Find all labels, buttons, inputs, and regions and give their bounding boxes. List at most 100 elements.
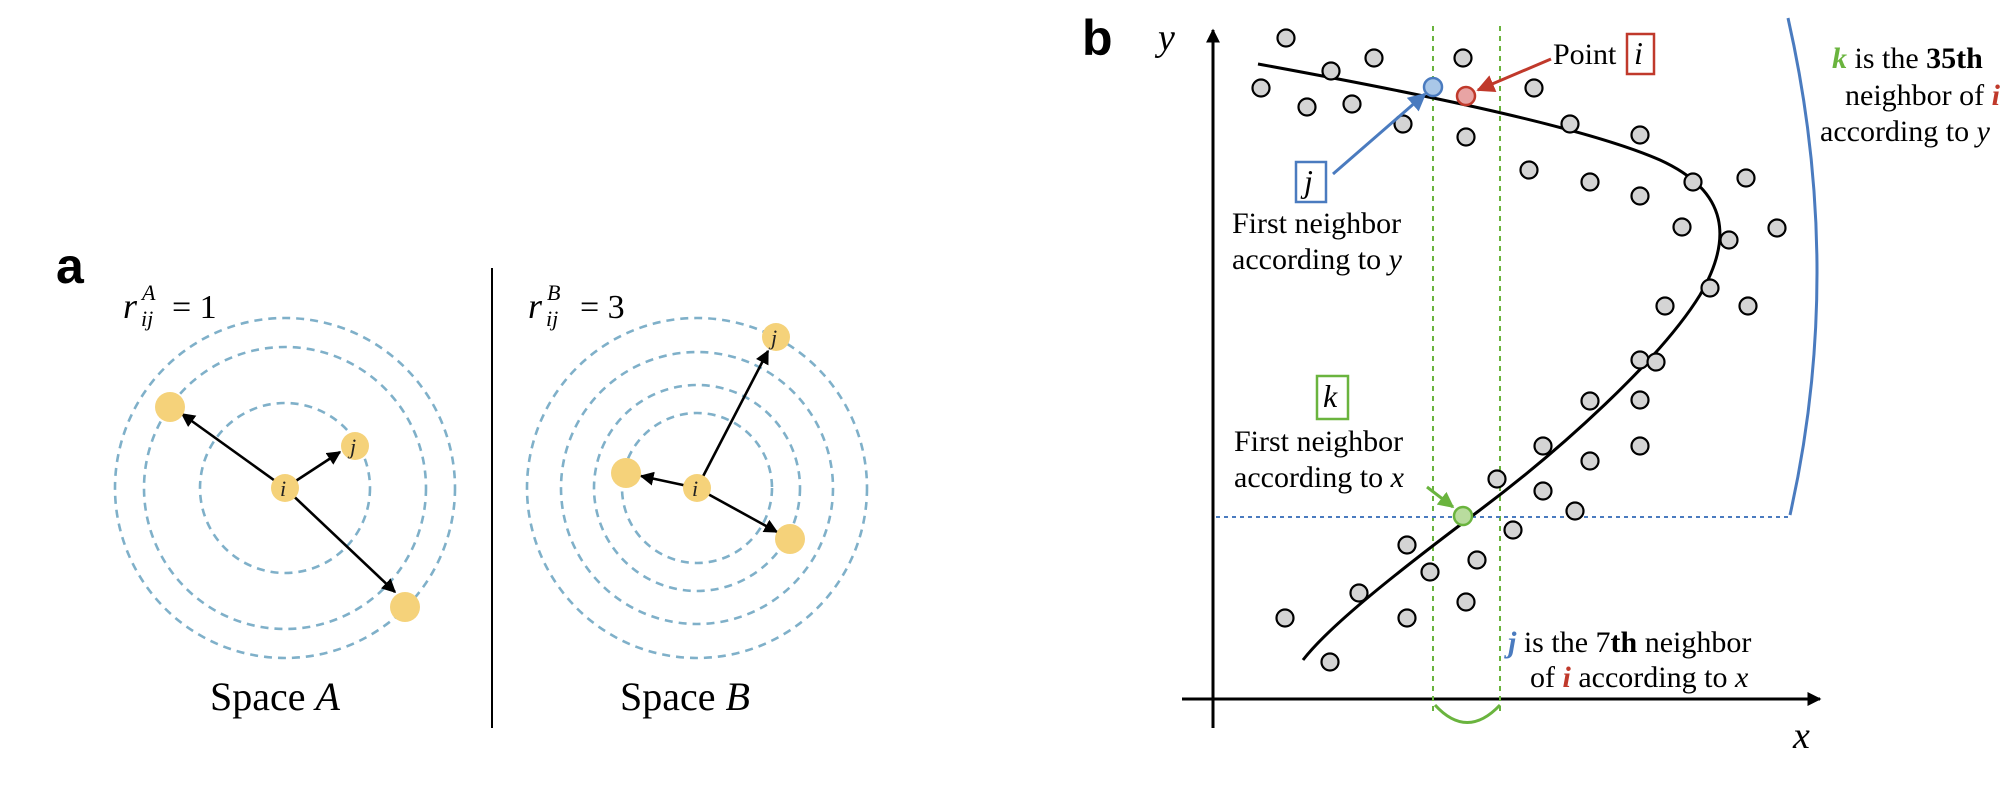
j-note-line2: of i according to x	[1530, 661, 1749, 694]
scatter-point	[1519, 160, 1539, 180]
scatter-point	[1533, 481, 1553, 501]
scatter-point	[1275, 608, 1295, 628]
x-axis-label: x	[1792, 715, 1810, 757]
scatter-point	[1524, 78, 1544, 98]
first-neighbor-x-line1: First neighbor	[1234, 425, 1403, 458]
rank-a-sup: A	[140, 280, 156, 305]
scatter-point	[1393, 114, 1413, 134]
point-i-arrow	[1476, 57, 1552, 92]
scatter-point	[1767, 218, 1787, 238]
k-arrow	[1426, 485, 1455, 509]
fitted-curve	[1257, 62, 1722, 661]
j-box	[1294, 160, 1328, 204]
space-b-ring-1	[620, 411, 774, 565]
scatter-point	[1533, 436, 1553, 456]
space-a-rings	[113, 316, 457, 660]
space-b-ring-3	[559, 350, 835, 626]
panel-b-letter: b	[1082, 10, 1113, 66]
scatter-point	[1487, 469, 1507, 489]
green-brace	[1433, 703, 1502, 724]
first-neighbor-y-line2: according to y	[1232, 243, 1403, 276]
j-arrow	[1332, 92, 1427, 176]
scatter-point	[1397, 608, 1417, 628]
k-note-line3: according to y	[1820, 115, 1991, 148]
scatter-point	[1453, 48, 1473, 68]
point-j	[1422, 76, 1444, 98]
scatter-point	[1320, 652, 1340, 672]
scatter-point	[1321, 61, 1341, 81]
scatter-point	[1630, 186, 1650, 206]
scatter-point	[1276, 28, 1296, 48]
scatter-point	[1683, 172, 1703, 192]
scatter-point	[1456, 592, 1476, 612]
space-b-node-right	[775, 524, 805, 554]
k-box	[1315, 374, 1350, 421]
scatter-point	[1251, 78, 1271, 98]
scatter-point	[1646, 352, 1666, 372]
scatter-point	[1580, 391, 1600, 411]
scatter-point	[1580, 451, 1600, 471]
point-k	[1452, 505, 1474, 527]
space-b-caption-prefix: Space B	[620, 674, 750, 719]
space-b-nodes: i j	[611, 323, 805, 554]
space-a-caption: Space A	[210, 674, 341, 719]
scatter-point	[1560, 114, 1580, 134]
scatter-point	[1630, 125, 1650, 145]
k-note: k is the 35th neighbor of i according to…	[1820, 42, 2001, 148]
scatter-point	[1456, 127, 1476, 147]
scatter-point	[1630, 350, 1650, 370]
scatter-point	[1719, 230, 1739, 250]
scatter-point	[1580, 172, 1600, 192]
scatter-point	[1700, 278, 1720, 298]
rank-b-value: = 3	[580, 289, 625, 326]
space-a-ring-1	[198, 401, 372, 575]
space-b-caption: Space B	[620, 674, 750, 719]
k-note-line2: neighbor of i	[1845, 79, 2001, 112]
scatter-point	[1397, 535, 1417, 555]
space-a-nodes: i j	[155, 392, 420, 622]
scatter-point	[1630, 436, 1650, 456]
space-b-node-j	[762, 323, 790, 351]
space-b-node-j-label: j	[768, 325, 777, 350]
space-b-node-i-label: i	[692, 476, 698, 501]
point-i-label: Point	[1553, 38, 1617, 71]
rank-a-sub: ij	[141, 306, 153, 331]
space-b-rings	[525, 316, 869, 660]
scatter-point	[1297, 97, 1317, 117]
rank-b-sub: ij	[546, 306, 558, 331]
scatter-point	[1364, 48, 1384, 68]
rank-a-value: = 1	[172, 289, 217, 326]
space-a-arrow-left	[180, 412, 286, 490]
first-neighbor-x-line2: according to x	[1234, 461, 1405, 494]
rank-a-base: r	[123, 286, 138, 326]
space-b-ring-2	[592, 383, 802, 593]
panel-a-letter: a	[56, 238, 85, 294]
scatter-point	[1565, 501, 1585, 521]
point-i-box-label: i	[1634, 35, 1643, 71]
scatter-point	[1420, 562, 1440, 582]
blue-brace	[1786, 17, 1819, 516]
space-a-node-i-label: i	[280, 476, 286, 501]
space-a-node-i	[271, 474, 299, 502]
j-note: j is the 7th neighbor of i according to …	[1504, 626, 1751, 694]
space-a-node-j-label: j	[347, 434, 356, 459]
point-i-box	[1625, 32, 1656, 76]
scatter-point	[1736, 168, 1756, 188]
space-a-node-left	[155, 392, 185, 422]
space-b-node-left	[611, 458, 641, 488]
space-a-rank-label: r A ij = 1	[123, 280, 217, 331]
y-axis-label: y	[1154, 17, 1175, 59]
space-a-ring-3	[113, 316, 457, 660]
k-note-line1: k is the 35th	[1832, 42, 1983, 75]
scatter-point	[1738, 296, 1758, 316]
space-a-node-bottom	[390, 592, 420, 622]
space-b-node-i	[683, 474, 711, 502]
j-box-label: j	[1300, 163, 1313, 199]
space-a-caption-prefix: Space A	[210, 674, 341, 719]
space-a-node-j	[341, 432, 369, 460]
first-neighbor-y-line1: First neighbor	[1232, 207, 1401, 240]
space-a-ring-2	[142, 345, 428, 631]
k-box-label: k	[1323, 378, 1338, 414]
scatter-points	[1251, 28, 1787, 672]
